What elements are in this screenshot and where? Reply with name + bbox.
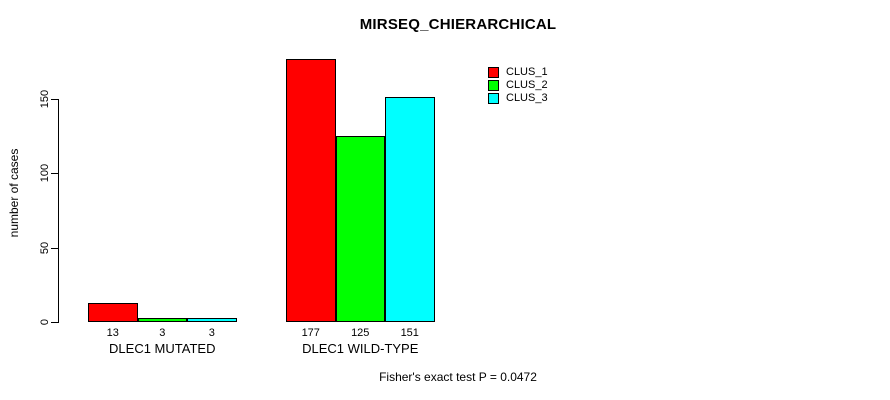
bar-clus_1-mutated xyxy=(88,303,138,322)
bar-clus_2-wild-type xyxy=(335,136,385,322)
bar-value-label: 125 xyxy=(351,327,370,339)
bar-value-label: 3 xyxy=(208,327,215,339)
bar-value-label: 13 xyxy=(106,327,119,339)
category-label: DLEC1 MUTATED xyxy=(109,341,216,356)
bar-value-label: 177 xyxy=(301,327,320,339)
bar-clus_1-wild-type xyxy=(286,59,336,322)
y-tick-label: 100 xyxy=(39,164,51,183)
legend-label: CLUS_3 xyxy=(506,92,548,104)
chart-title: MIRSEQ_CHIERARCHICAL xyxy=(359,16,557,33)
y-tick xyxy=(51,98,58,100)
y-tick xyxy=(51,247,58,249)
legend-row: CLUS_2 xyxy=(488,79,548,92)
legend-label: CLUS_1 xyxy=(506,66,548,78)
legend-row: CLUS_1 xyxy=(488,66,548,79)
y-tick-label: 0 xyxy=(39,318,51,326)
y-tick-label: 150 xyxy=(39,89,51,109)
legend-row: CLUS_3 xyxy=(488,92,548,105)
legend-swatch-clus_1 xyxy=(488,67,499,78)
legend-label: CLUS_2 xyxy=(506,79,548,91)
y-axis-line xyxy=(58,98,59,323)
bar-clus_3-wild-type xyxy=(385,97,435,322)
bar-clus_3-mutated xyxy=(187,318,237,322)
annotation-text: Fisher's exact test P = 0.0472 xyxy=(379,370,537,384)
bar-value-label: 151 xyxy=(400,327,419,339)
bar-value-label: 3 xyxy=(159,327,166,339)
y-tick-label: 50 xyxy=(39,241,51,254)
y-axis-label: number of cases xyxy=(7,148,21,238)
bar-clus_2-mutated xyxy=(137,318,187,322)
legend-swatch-clus_2 xyxy=(488,80,499,91)
legend: CLUS_1 CLUS_2 CLUS_3 xyxy=(488,66,548,105)
y-tick xyxy=(51,173,58,175)
y-tick xyxy=(51,322,58,323)
category-label: DLEC1 WILD-TYPE xyxy=(302,341,419,356)
legend-swatch-clus_3 xyxy=(488,93,499,104)
